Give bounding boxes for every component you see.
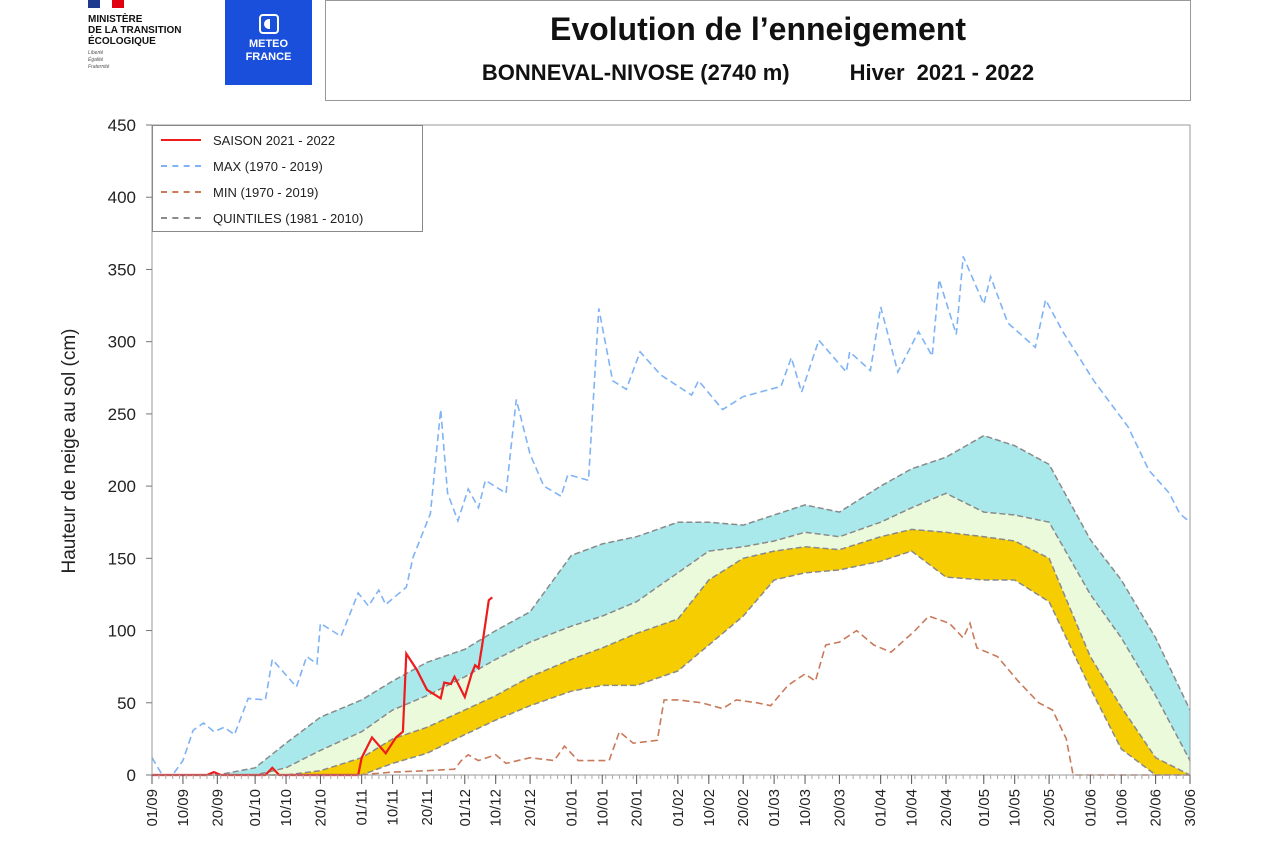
legend-swatch-quintiles — [161, 217, 201, 219]
x-tick-label: 01/05 — [976, 789, 993, 827]
quintile-line-q40 — [152, 528, 1191, 776]
x-tick-label: 01/02 — [670, 789, 687, 827]
y-tick-label: 100 — [108, 622, 136, 641]
meteo-france-icon — [258, 14, 279, 34]
x-tick-label: 01/09 — [144, 789, 161, 827]
meteo-logo-line1: METEO — [248, 38, 289, 50]
x-tick-label: 20/04 — [938, 789, 955, 827]
season-label: Hiver 2021 - 2022 — [850, 60, 1034, 86]
x-tick-label: 20/11 — [419, 789, 436, 825]
quintile-line-q60 — [152, 492, 1191, 776]
band-q20-q40 — [152, 529, 1190, 775]
legend-item-max: MAX (1970 - 2019) — [161, 156, 323, 176]
band-q40-q60 — [152, 493, 1190, 775]
y-tick-label: 250 — [108, 405, 136, 424]
legend-item-season: SAISON 2021 - 2022 — [161, 130, 335, 150]
x-tick-label: 01/01 — [563, 789, 580, 827]
chart-subtitle: BONNEVAL-NIVOSE (2740 m) Hiver 2021 - 202… — [326, 60, 1190, 86]
quintile-line-q20 — [152, 550, 1190, 776]
x-tick-label: 20/03 — [831, 789, 848, 827]
ministry-logo: MINISTÈRE DE LA TRANSITION ÉCOLOGIQUE Li… — [88, 0, 218, 85]
x-tick-label: 10/10 — [278, 789, 295, 827]
meteo-logo-line2: FRANCE — [245, 51, 292, 63]
legend-swatch-max — [161, 165, 201, 167]
x-tick-label: 10/03 — [797, 789, 814, 827]
y-axis-label: Hauteur de neige au sol (cm) — [59, 328, 80, 574]
x-tick-label: 30/06 — [1182, 789, 1199, 827]
y-tick-label: 50 — [117, 694, 136, 713]
x-tick-label: 01/11 — [354, 789, 371, 825]
station-name: BONNEVAL-NIVOSE (2740 m) — [481, 60, 790, 85]
meteo-france-logo: METEO FRANCE — [225, 0, 312, 85]
legend-label: SAISON 2021 - 2022 — [213, 132, 336, 148]
x-tick-label: 10/04 — [904, 789, 921, 827]
legend-swatch-season — [161, 139, 201, 141]
y-tick-label: 300 — [108, 333, 136, 352]
x-tick-label: 20/12 — [522, 789, 539, 827]
plot-frame — [151, 124, 1191, 776]
min-series-line — [152, 615, 1190, 776]
x-tick-label: 10/12 — [488, 789, 505, 827]
chart-title: Evolution de l’enneigement — [549, 11, 967, 47]
ministry-logo-text: MINISTÈRE DE LA TRANSITION ÉCOLOGIQUE — [88, 14, 182, 47]
legend-label: QUINTILES (1981 - 2010) — [213, 210, 364, 226]
x-tick-label: 20/01 — [629, 789, 646, 827]
x-tick-label: 10/05 — [1007, 789, 1024, 827]
season-years: 2021 - 2022 — [916, 60, 1035, 85]
x-tick-label: 01/04 — [873, 789, 890, 827]
legend-label: MAX (1970 - 2019) — [213, 158, 323, 174]
x-tick-label: 10/02 — [701, 789, 718, 827]
legend-swatch-min — [161, 191, 201, 193]
season-series-line — [152, 596, 494, 777]
quintile-line-q80 — [152, 434, 1191, 776]
x-tick-label: 10/01 — [594, 789, 611, 827]
ministry-motto: Liberté Égalité Fraternité — [88, 50, 110, 70]
x-tick-label: 01/06 — [1082, 789, 1099, 827]
y-tick-label: 350 — [108, 260, 136, 279]
x-tick-label: 20/10 — [312, 789, 329, 827]
y-tick-label: 450 — [108, 116, 136, 135]
title-box: Evolution de l’enneigement BONNEVAL-NIVO… — [325, 0, 1191, 101]
x-tick-label: 20/05 — [1041, 789, 1058, 827]
legend: SAISON 2021 - 2022 MAX (1970 - 2019) MIN… — [152, 125, 423, 232]
y-tick-label: 150 — [108, 549, 136, 568]
legend-label: MIN (1970 - 2019) — [213, 184, 319, 200]
y-tick-label: 200 — [108, 477, 136, 496]
x-tick-label: 20/06 — [1148, 789, 1165, 827]
legend-item-min: MIN (1970 - 2019) — [161, 182, 319, 202]
x-tick-label: 10/11 — [385, 789, 402, 825]
legend-item-quintiles: QUINTILES (1981 - 2010) — [161, 208, 363, 228]
max-series-line — [151, 256, 1191, 776]
x-tick-label: 10/06 — [1113, 789, 1130, 827]
x-tick-label: 10/09 — [175, 789, 192, 827]
y-tick-label: 400 — [108, 188, 136, 207]
y-tick-label: 0 — [127, 766, 136, 785]
x-tick-label: 01/03 — [766, 789, 783, 827]
french-flag-icon — [88, 0, 124, 8]
band-q60-q80 — [152, 435, 1190, 775]
hiver-label: Hiver — [849, 60, 905, 85]
x-tick-label: 20/09 — [209, 789, 226, 827]
x-tick-label: 01/12 — [457, 789, 474, 827]
x-tick-label: 01/10 — [247, 789, 264, 827]
x-tick-label: 20/02 — [735, 789, 752, 827]
